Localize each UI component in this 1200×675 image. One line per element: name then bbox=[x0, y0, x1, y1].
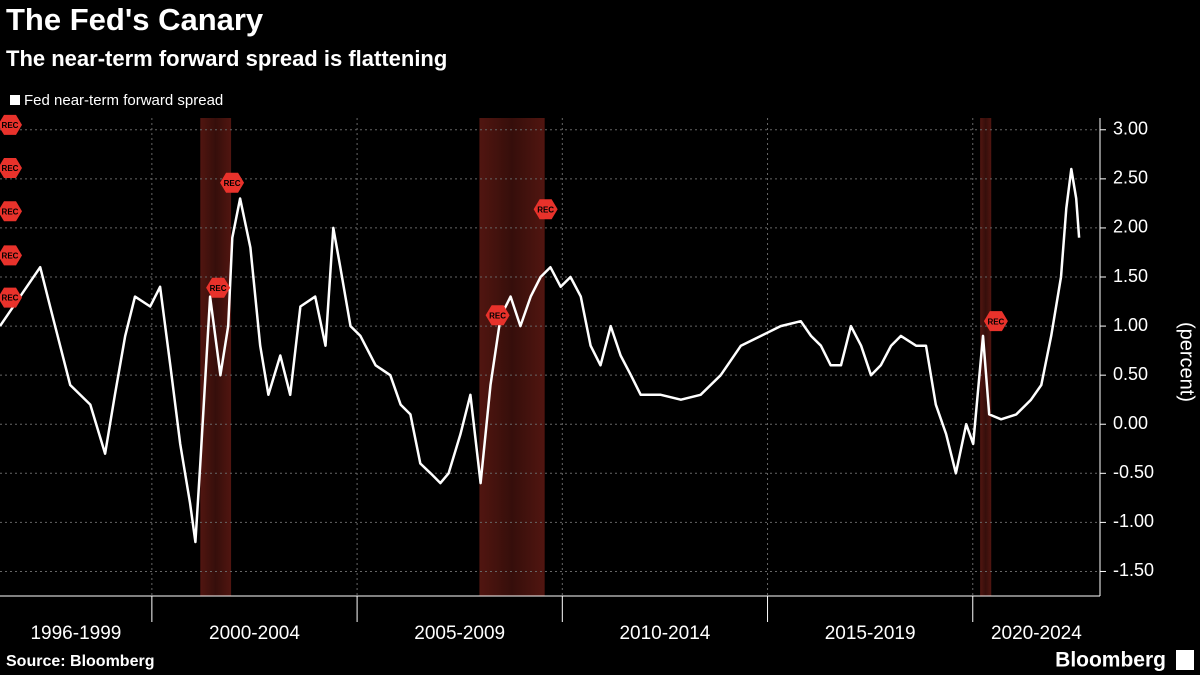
rec-label: REC bbox=[224, 179, 241, 188]
rec-marker bbox=[533, 199, 558, 220]
rec-label: REC bbox=[2, 252, 19, 261]
rec-marker bbox=[0, 245, 22, 266]
rec-label: REC bbox=[537, 205, 554, 214]
x-tick-label: 2000-2004 bbox=[209, 623, 300, 644]
y-tick-label: 1.50 bbox=[1113, 266, 1148, 286]
legend-label: Fed near-term forward spread bbox=[24, 92, 223, 109]
rec-label: REC bbox=[2, 294, 19, 303]
rec-marker bbox=[0, 287, 22, 308]
rec-label: REC bbox=[210, 284, 227, 293]
brand-icon bbox=[1176, 650, 1194, 670]
recession-band bbox=[479, 118, 545, 596]
rec-label: REC bbox=[2, 164, 19, 173]
rec-label: REC bbox=[987, 317, 1004, 326]
y-tick-label: 3.00 bbox=[1113, 119, 1148, 139]
y-tick-label: 0.00 bbox=[1113, 413, 1148, 433]
y-tick-label: 1.00 bbox=[1113, 315, 1148, 335]
rec-marker bbox=[206, 277, 231, 298]
x-tick-label: 2010-2014 bbox=[619, 623, 710, 644]
x-tick-label: 2020-2024 bbox=[991, 623, 1082, 644]
y-tick-label: -0.50 bbox=[1113, 462, 1154, 482]
chart-subtitle: The near-term forward spread is flatteni… bbox=[6, 46, 447, 71]
y-tick-label: 2.00 bbox=[1113, 217, 1148, 237]
legend-swatch bbox=[10, 95, 20, 105]
rec-label: REC bbox=[489, 311, 506, 320]
y-tick-label: 2.50 bbox=[1113, 168, 1148, 188]
y-tick-label: -1.00 bbox=[1113, 511, 1154, 531]
x-tick-label: 1996-1999 bbox=[30, 623, 121, 644]
x-tick-label: 2015-2019 bbox=[825, 623, 916, 644]
y-tick-label: -1.50 bbox=[1113, 560, 1154, 580]
rec-marker bbox=[0, 201, 22, 222]
rec-marker bbox=[983, 311, 1008, 332]
y-tick-label: 0.50 bbox=[1113, 364, 1148, 384]
y-axis-label: (percent) bbox=[1176, 322, 1198, 402]
rec-marker bbox=[0, 158, 22, 179]
source: Source: Bloomberg bbox=[6, 653, 154, 670]
x-tick-label: 2005-2009 bbox=[414, 623, 505, 644]
data-line bbox=[0, 167, 1081, 544]
rec-marker bbox=[485, 305, 510, 326]
rec-label: REC bbox=[2, 207, 19, 216]
brand: Bloomberg bbox=[1055, 649, 1166, 672]
chart-title: The Fed's Canary bbox=[6, 2, 264, 37]
rec-marker bbox=[220, 172, 245, 193]
rec-label: REC bbox=[2, 121, 19, 130]
rec-marker bbox=[0, 114, 22, 135]
